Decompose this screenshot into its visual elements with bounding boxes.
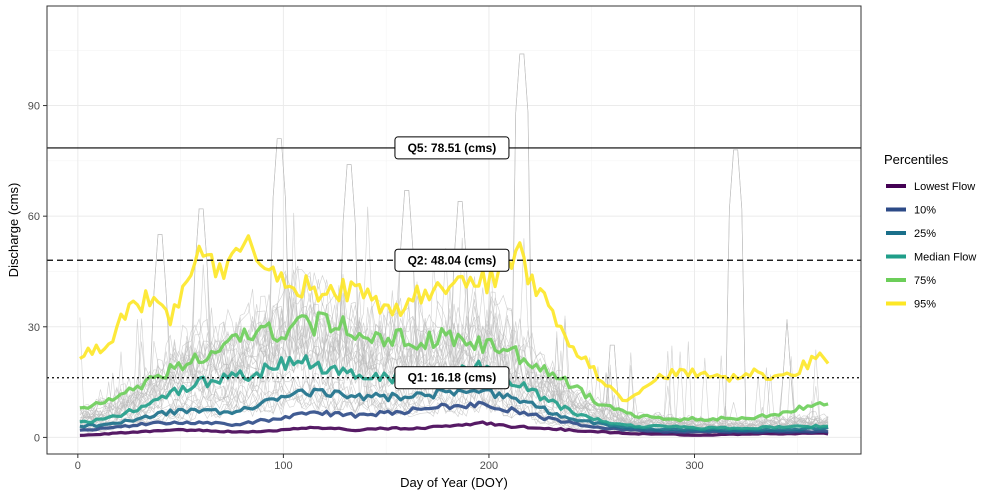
legend-title: Percentiles: [884, 152, 949, 167]
ref-label-q2: Q2: 48.04 (cms): [408, 253, 497, 267]
ref-label-box-q5: [394, 136, 510, 160]
y-tick-label: 60: [28, 211, 40, 223]
ref-label-box-q1: [394, 366, 510, 390]
legend-item-label: Lowest Flow: [914, 181, 975, 193]
y-tick-label: 30: [28, 322, 40, 334]
x-axis: 0 100 200 300: [75, 454, 704, 472]
reference-labels: Q5: 78.51 (cms) Q2: 48.04 (cms) Q1: 16.18 …: [394, 136, 510, 390]
percentile-series: [79, 234, 830, 437]
year-line: [79, 206, 829, 427]
y-tick-label: 90: [28, 101, 40, 113]
x-axis-title: Day of Year (DOY): [400, 475, 508, 490]
year-line: [79, 265, 829, 427]
x-tick-label: 300: [685, 460, 703, 472]
x-tick-label: 0: [75, 460, 81, 472]
legend-item-label: 95%: [914, 299, 936, 311]
x-tick-label: 200: [480, 460, 498, 472]
ref-label-q5: Q5: 78.51 (cms): [408, 141, 497, 155]
series-line-75-: [79, 311, 829, 423]
legend-item-label: Median Flow: [914, 252, 976, 264]
ref-label-box-q2: [394, 248, 510, 272]
legend-item-label: 75%: [914, 275, 936, 287]
series-line-95-: [79, 234, 830, 403]
year-line: [79, 319, 829, 435]
y-axis: 0 30 60 90: [28, 101, 47, 444]
legend: Percentiles Lowest Flow 10% 25% Median Flow…: [884, 152, 976, 311]
ref-label-q1: Q1: 16.18 (cms): [408, 371, 497, 385]
legend-item-label: 10%: [914, 205, 936, 217]
y-axis-title: Discharge (cms): [6, 183, 21, 278]
series-line-lowest-flow: [79, 420, 829, 437]
x-tick-label: 100: [274, 460, 292, 472]
plot-panel-border: [46, 5, 862, 455]
y-tick-label: 0: [34, 432, 40, 444]
legend-item-label: 25%: [914, 228, 936, 240]
